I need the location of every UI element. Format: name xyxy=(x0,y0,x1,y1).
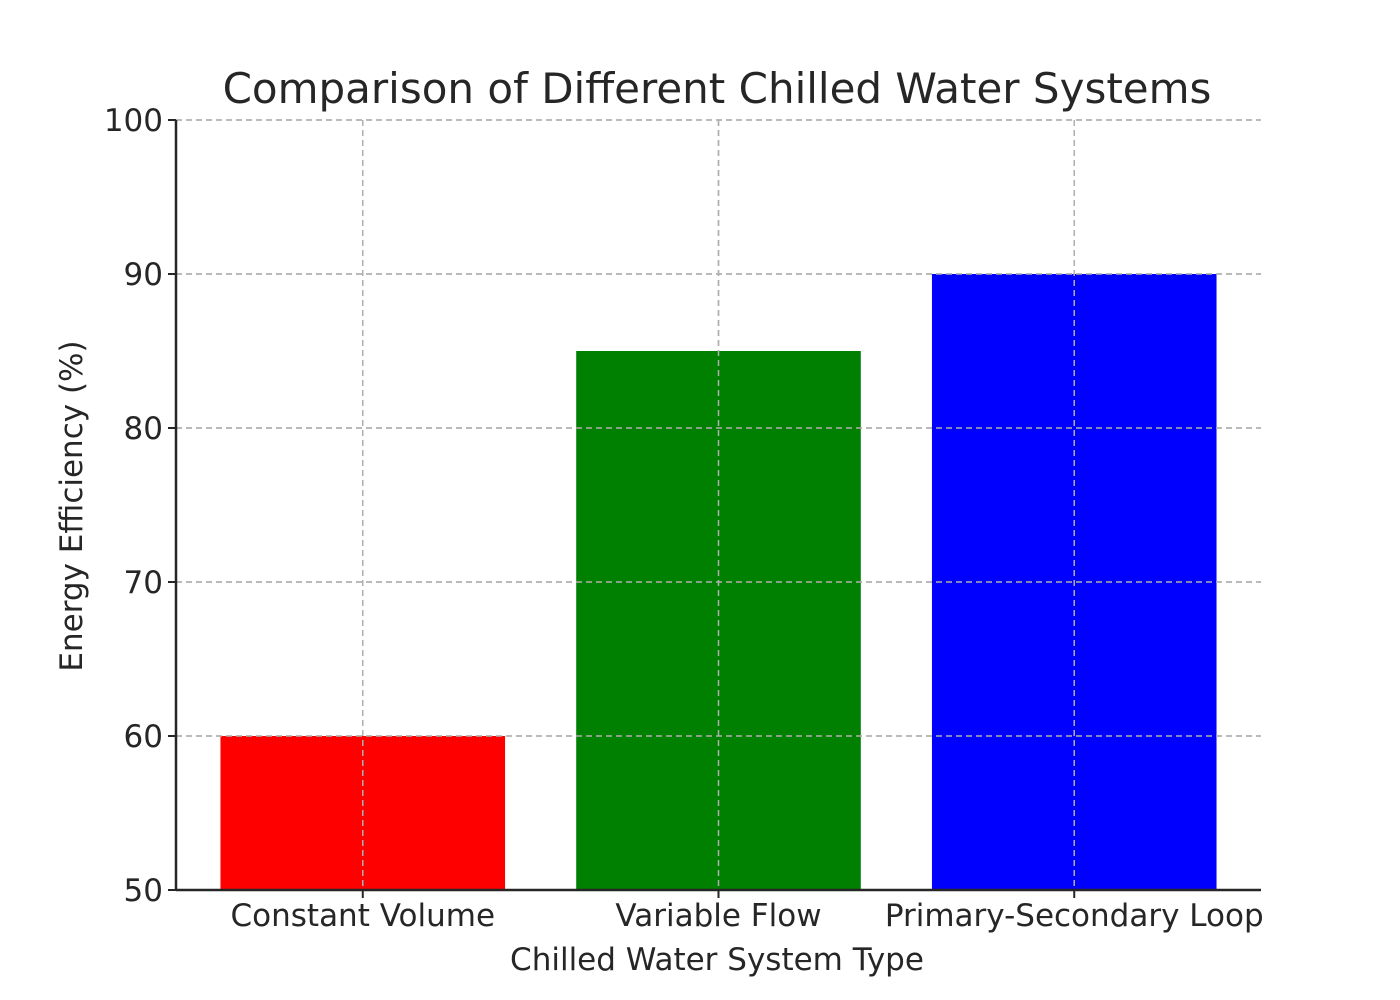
x-axis-label: Chilled Water System Type xyxy=(510,942,924,978)
y-tick-label: 90 xyxy=(124,257,163,293)
chart-title: Comparison of Different Chilled Water Sy… xyxy=(223,64,1212,113)
y-tick-label: 100 xyxy=(104,103,163,139)
x-axis-ticks: Constant Volume Variable Flow Primary-Seco… xyxy=(231,890,1264,934)
y-axis-label: Energy Efficiency (%) xyxy=(54,340,90,671)
x-tick-label: Variable Flow xyxy=(615,898,821,934)
x-tick-label: Constant Volume xyxy=(231,898,496,934)
y-tick-label: 70 xyxy=(124,565,163,601)
y-tick-label: 60 xyxy=(124,719,163,755)
x-tick-label: Primary-Secondary Loop xyxy=(885,898,1264,934)
y-tick-label: 50 xyxy=(124,873,163,909)
y-axis-ticks: 50 60 70 80 90 100 xyxy=(104,103,176,909)
y-tick-label: 80 xyxy=(124,411,163,447)
